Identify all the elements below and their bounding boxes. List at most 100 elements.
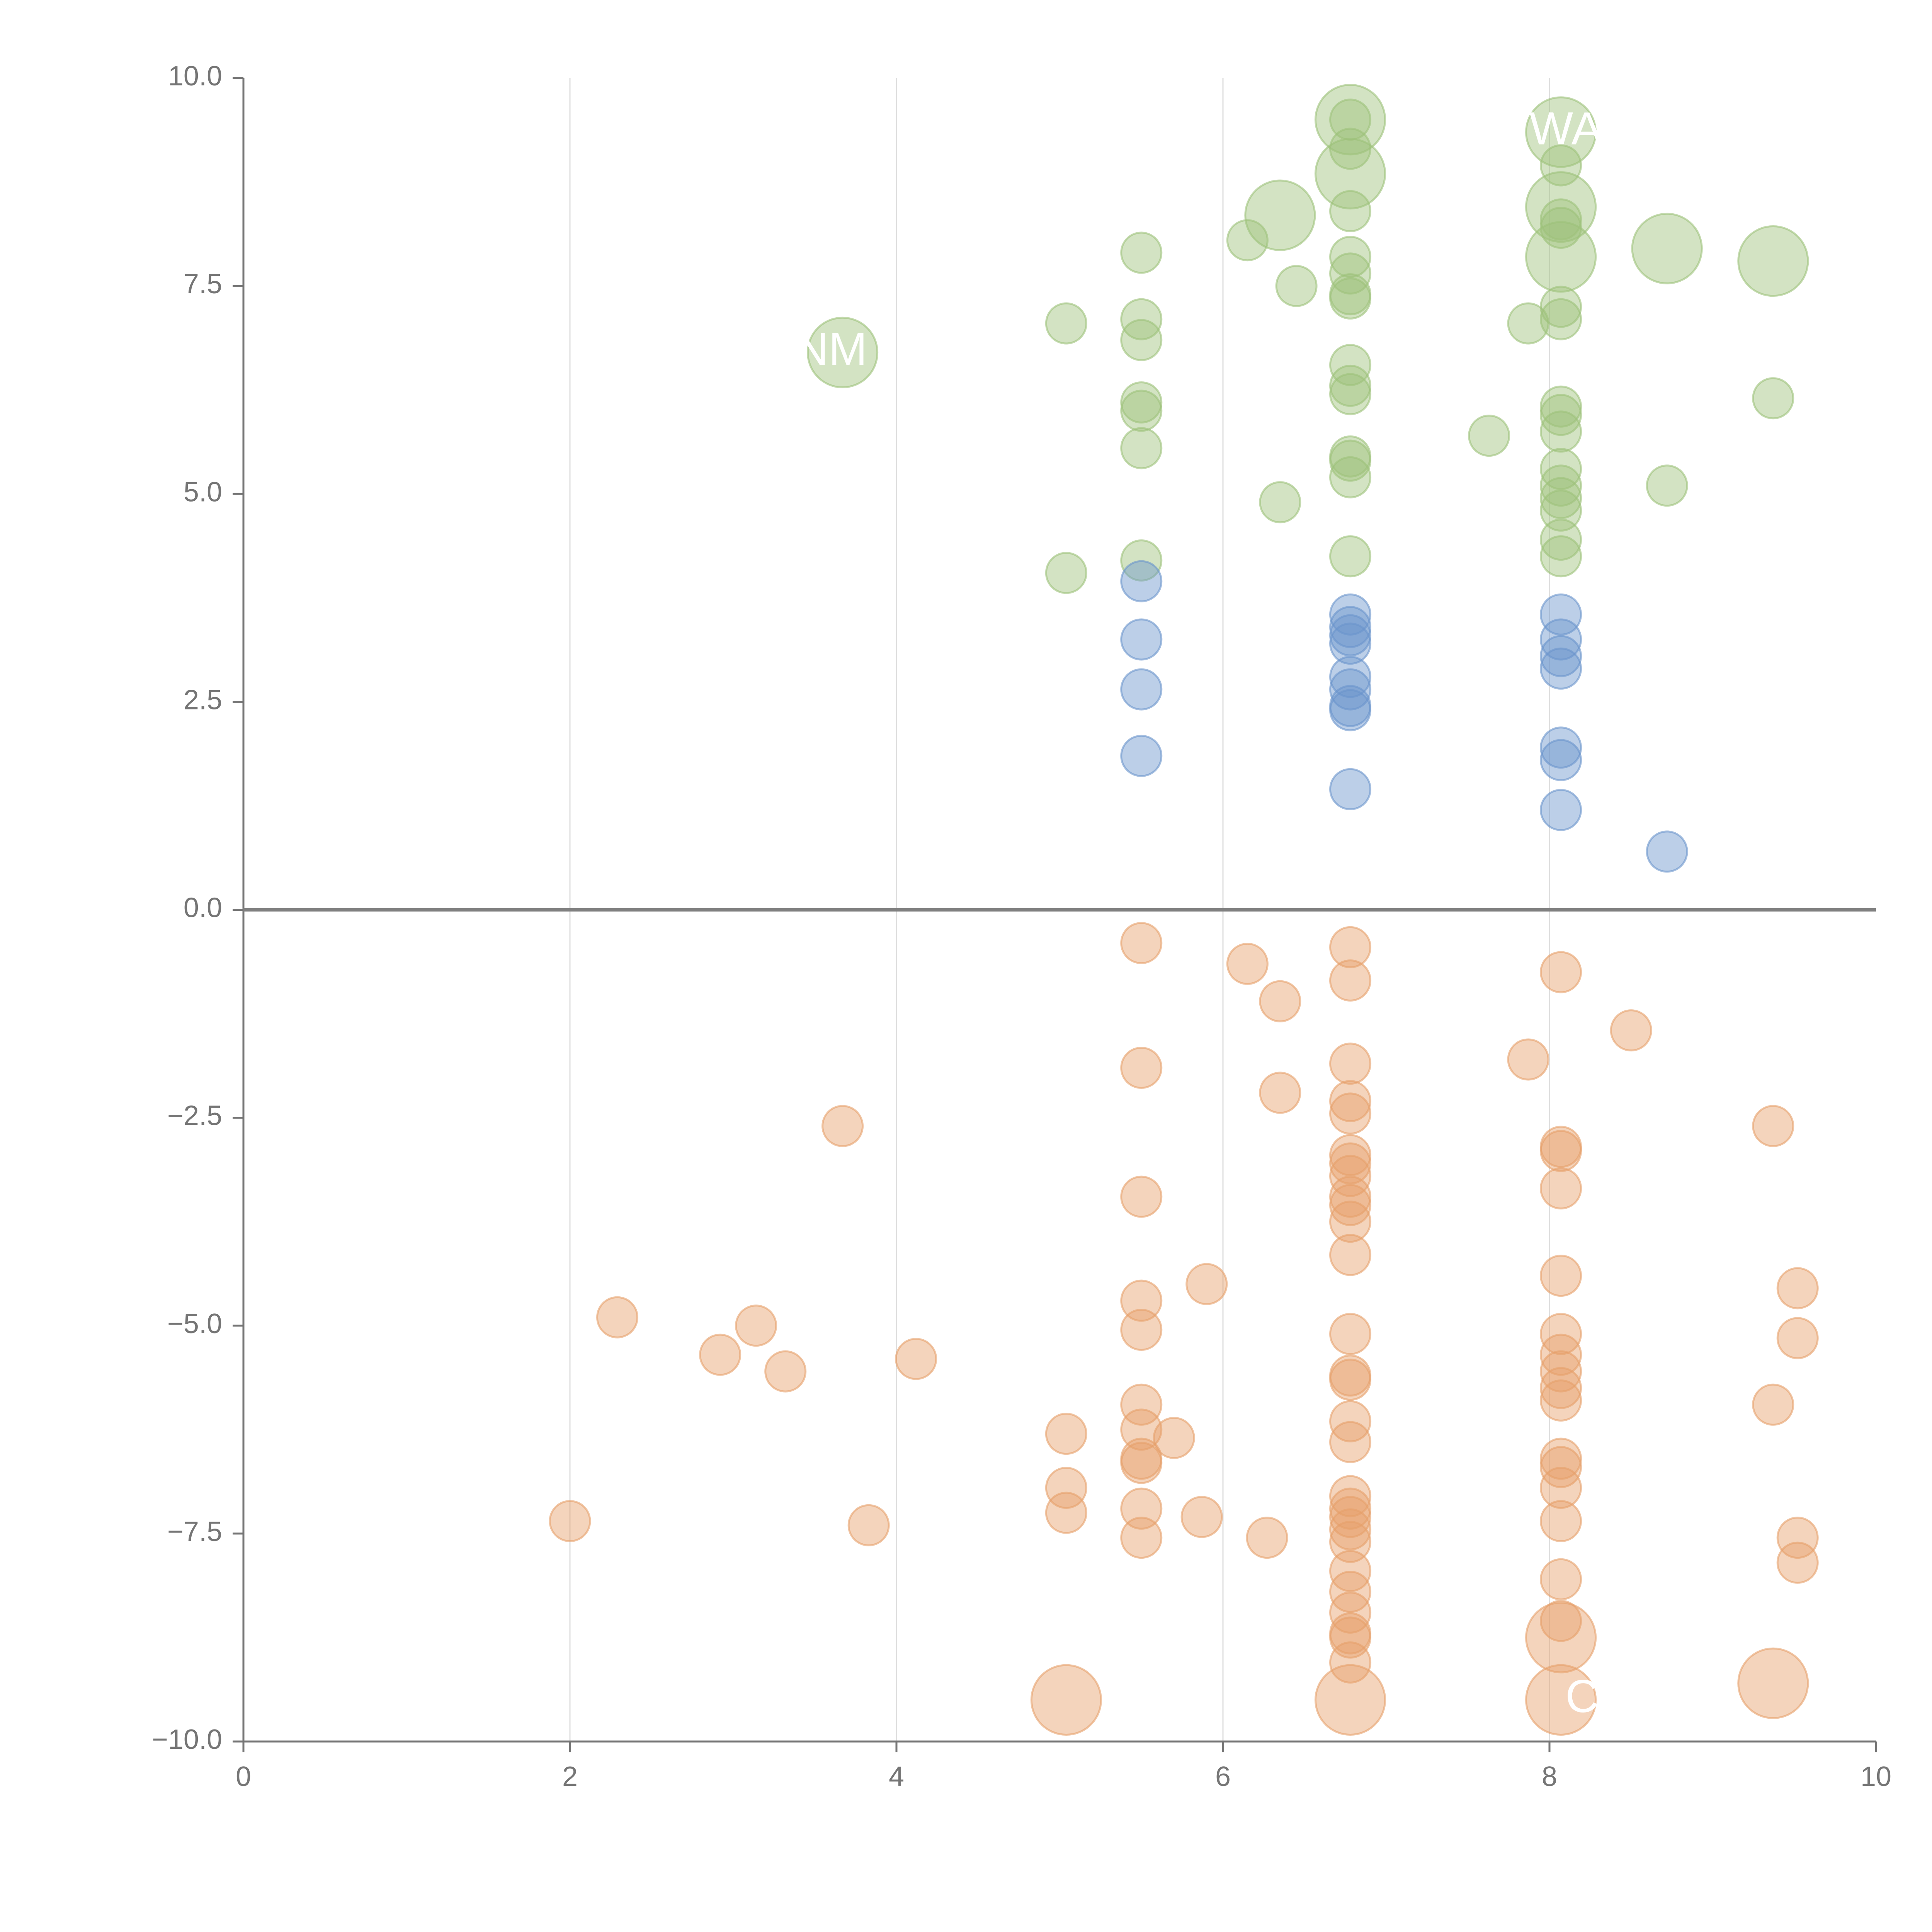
data-point-orange	[1507, 1038, 1549, 1081]
data-point-orange	[1045, 1413, 1087, 1455]
data-point-green	[1525, 96, 1597, 168]
data-point-blue	[1540, 618, 1582, 661]
data-point-orange	[847, 1504, 890, 1546]
data-point-orange	[1329, 959, 1372, 1002]
data-point-green	[1540, 489, 1582, 532]
data-point-green	[1540, 535, 1582, 578]
data-point-green	[1329, 373, 1372, 415]
data-point-orange	[1329, 1043, 1372, 1085]
data-point-orange	[1776, 1317, 1819, 1359]
data-point-orange	[1329, 1520, 1372, 1563]
data-point-green	[1226, 219, 1269, 262]
bubble-labels: WA NM C	[795, 103, 1602, 1722]
data-point-green	[1120, 319, 1163, 361]
data-point-green	[1540, 464, 1582, 507]
data-point-orange	[1525, 1664, 1597, 1736]
data-point-orange	[1120, 1175, 1163, 1218]
data-point-orange	[1329, 1184, 1372, 1226]
x-tick-label: 6	[1215, 1761, 1231, 1792]
data-point-orange	[1540, 1350, 1582, 1393]
data-point-orange	[1329, 1092, 1372, 1135]
data-point-orange	[1329, 1496, 1372, 1538]
x-tick-label: 10	[1861, 1761, 1891, 1792]
data-point-green	[1244, 179, 1316, 251]
data-point-orange	[764, 1350, 807, 1393]
axes: 10.0 7.5 5.0 2.5 0.0 −2.5 −5.0 −7.5 −10.0 0 2 4 6 8 10	[152, 61, 1891, 1792]
y-tick-label: −5.0	[167, 1308, 222, 1339]
data-point-orange	[1329, 926, 1372, 968]
bubble-label: C	[1565, 1670, 1599, 1722]
data-point-orange	[1540, 1167, 1582, 1210]
data-point-orange	[1752, 1105, 1794, 1147]
data-point-green	[1540, 477, 1582, 519]
data-point-green	[1507, 302, 1549, 345]
data-point-orange	[1120, 1408, 1163, 1451]
data-point-orange	[1120, 1487, 1163, 1530]
data-point-orange	[1540, 1600, 1582, 1642]
data-point-orange	[1329, 1421, 1372, 1463]
data-point-orange	[1540, 1500, 1582, 1543]
data-point-orange	[1329, 1080, 1372, 1122]
data-point-green	[1329, 439, 1372, 482]
y-tick-label: 5.0	[184, 476, 222, 507]
data-point-blue	[1540, 635, 1582, 677]
data-point-green	[1540, 144, 1582, 187]
data-point-orange	[1259, 980, 1301, 1022]
data-point-orange	[1540, 1255, 1582, 1297]
data-point-orange	[1030, 1664, 1102, 1736]
data-point-orange	[1120, 1046, 1163, 1089]
data-point-orange	[1185, 1263, 1228, 1305]
data-point-green	[1329, 277, 1372, 320]
data-point-orange	[1153, 1417, 1195, 1459]
data-point-orange	[735, 1304, 777, 1347]
bubble-label: NM	[795, 323, 867, 375]
data-point-orange	[821, 1105, 864, 1147]
data-point-green	[1120, 389, 1163, 432]
data-point-orange	[1329, 1508, 1372, 1551]
data-point-green	[1259, 481, 1301, 524]
data-point-orange	[1540, 1367, 1582, 1409]
y-tick-label: −2.5	[167, 1100, 222, 1131]
data-point-orange	[596, 1296, 639, 1338]
data-point-green	[1540, 394, 1582, 436]
data-point-blue	[1540, 739, 1582, 781]
data-point-orange	[1525, 1602, 1597, 1673]
data-point-orange	[699, 1333, 742, 1376]
data-point-orange	[1120, 1309, 1163, 1351]
data-point-orange	[1314, 1664, 1386, 1736]
data-point-green	[1314, 138, 1386, 210]
data-point-blue	[1329, 689, 1372, 731]
data-point-orange	[1329, 1359, 1372, 1401]
x-tick-label: 2	[562, 1761, 578, 1792]
data-point-blue	[1329, 768, 1372, 810]
data-point-green	[1540, 519, 1582, 561]
data-point-blue	[1120, 668, 1163, 711]
data-point-green	[1329, 535, 1372, 578]
y-tick-label: 10.0	[168, 61, 222, 92]
data-point-green	[1329, 236, 1372, 278]
data-point-orange	[1540, 1379, 1582, 1422]
data-point-green	[807, 316, 879, 388]
data-point-blue	[1329, 656, 1372, 698]
data-point-green	[1329, 128, 1372, 170]
x-tick-label: 8	[1542, 1761, 1557, 1792]
data-point-green	[1120, 427, 1163, 469]
data-point-orange	[1540, 1466, 1582, 1509]
x-tick-label: 0	[236, 1761, 251, 1792]
data-point-orange	[1776, 1517, 1819, 1559]
data-point-orange	[1540, 951, 1582, 993]
x-tick-label: 4	[889, 1761, 904, 1792]
data-point-green	[1329, 456, 1372, 498]
data-point-orange	[549, 1500, 591, 1543]
data-point-orange	[1329, 1201, 1372, 1243]
data-point-blue	[1540, 647, 1582, 690]
data-point-orange	[1540, 1558, 1582, 1600]
data-point-green	[1646, 464, 1688, 507]
data-point-orange	[1540, 1333, 1582, 1376]
data-point-orange	[1259, 1071, 1301, 1114]
data-point-orange	[1610, 1009, 1652, 1052]
y-tick-label: 2.5	[184, 684, 222, 715]
data-point-blue	[1120, 735, 1163, 777]
y-tick-label: −10.0	[152, 1724, 222, 1755]
